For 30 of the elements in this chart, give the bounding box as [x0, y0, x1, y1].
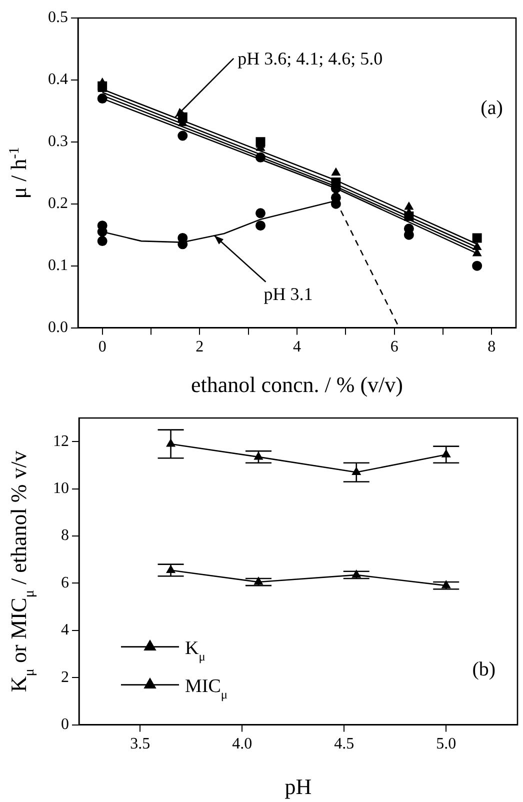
- y-tick-label: 12: [53, 432, 69, 450]
- y-axis-title: μ / h-1: [6, 146, 31, 199]
- y-tick-label: 0.3: [48, 133, 68, 150]
- x-tick-label: 5.0: [436, 736, 456, 753]
- annotation: (a): [480, 97, 503, 120]
- y-tick-label: 0.4: [48, 71, 68, 88]
- annotation: (b): [472, 658, 496, 681]
- y-tick-label: 0.5: [48, 9, 68, 26]
- y-axis-title: Kμ or MICμ / ethanol % v/v: [6, 450, 38, 692]
- x-tick-label: 4.0: [232, 736, 252, 753]
- y-tick-label: 0.1: [48, 257, 68, 274]
- x-tick-label: 6: [390, 338, 398, 356]
- y-tick-label: 0: [61, 716, 69, 734]
- y-tick-label: 6: [61, 574, 69, 592]
- x-tick-label: 8: [488, 338, 496, 356]
- y-tick-label: 4: [61, 622, 69, 639]
- y-tick-label: 10: [53, 480, 69, 498]
- x-axis-title: ethanol concn. / % (v/v): [191, 372, 404, 397]
- x-tick-label: 4.5: [334, 736, 354, 753]
- x-axis-title: pH: [284, 774, 312, 799]
- y-tick-label: 8: [61, 527, 69, 544]
- x-tick-label: 2: [196, 338, 204, 356]
- x-tick-label: 4: [293, 338, 301, 356]
- y-tick-label: 0.2: [48, 195, 68, 212]
- y-tick-label: 0.0: [48, 319, 68, 336]
- x-tick-label: 0: [98, 338, 106, 356]
- x-tick-label: 3.5: [130, 736, 150, 753]
- annotation: pH 3.6; 4.1; 4.6; 5.0: [238, 48, 383, 68]
- annotation: pH 3.1: [264, 284, 313, 304]
- y-tick-label: 2: [61, 668, 69, 686]
